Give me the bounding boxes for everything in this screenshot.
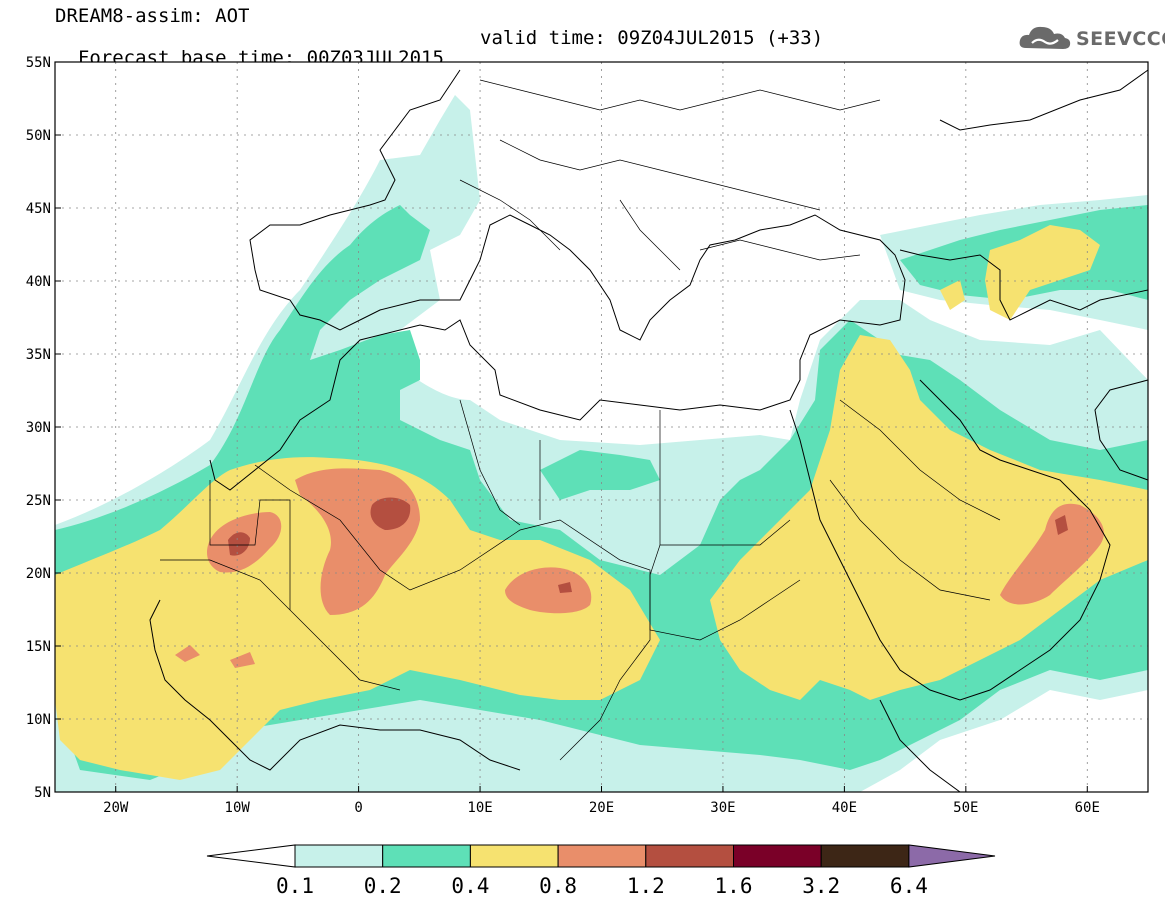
colorbar-arrow-high bbox=[908, 844, 996, 868]
logo-text: SEEVCCC bbox=[1076, 28, 1165, 50]
colorbar-swatch bbox=[469, 844, 559, 868]
colorbar-threshold-label: 0.8 bbox=[539, 874, 578, 898]
lat-tick-label: 5N bbox=[34, 785, 51, 801]
coastlines bbox=[149, 69, 1148, 792]
colorbar-threshold-label: 1.2 bbox=[626, 874, 665, 898]
colorbar-swatch bbox=[645, 844, 734, 868]
lon-tick-label: 40E bbox=[832, 800, 857, 816]
lat-tick-label: 10N bbox=[26, 712, 51, 728]
colorbar-threshold-label: 0.1 bbox=[276, 874, 314, 898]
lon-tick-label: 60E bbox=[1075, 800, 1100, 816]
colorbar-swatch bbox=[820, 844, 910, 868]
colorbar-swatch bbox=[557, 844, 647, 868]
graticule bbox=[55, 62, 1148, 792]
colorbar-threshold-label: 0.2 bbox=[363, 874, 402, 898]
aot-band-1.2-chad bbox=[558, 582, 572, 593]
aot-band-0.4-gulf bbox=[940, 280, 965, 310]
seevccc-logo: SEEVCCC bbox=[1018, 22, 1165, 54]
colorbar-swatch bbox=[294, 844, 384, 868]
aot-band-1.2-mauritania bbox=[228, 532, 250, 556]
axis-ticks: 55N 50N 45N 40N 35N 30N 25N 20N 15N 10N 5N 20W 10W 0 1… bbox=[26, 55, 1100, 816]
colorbar-threshold-label: 0.4 bbox=[451, 874, 490, 898]
aot-band-1.2 bbox=[370, 497, 411, 530]
colorbar-swatch bbox=[382, 844, 471, 868]
colorbar-threshold-label: 1.6 bbox=[714, 874, 753, 898]
lat-tick-label: 30N bbox=[26, 420, 51, 436]
aot-band-1.2-oman bbox=[1055, 515, 1068, 535]
lat-tick-label: 45N bbox=[26, 201, 51, 217]
lon-tick-label: 20E bbox=[589, 800, 614, 816]
lon-tick-label: 10W bbox=[225, 800, 251, 816]
lon-tick-label: 50E bbox=[953, 800, 978, 816]
colorbar-threshold-label: 6.4 bbox=[889, 874, 928, 898]
lat-tick-label: 50N bbox=[26, 128, 51, 144]
aot-band-0.4-caspian bbox=[985, 225, 1100, 320]
aot-band-0.8-oman bbox=[1000, 503, 1104, 605]
aot-field bbox=[55, 95, 1148, 792]
colorbar bbox=[206, 844, 996, 868]
country-borders bbox=[160, 79, 1001, 761]
lat-tick-label: 25N bbox=[26, 493, 51, 509]
aot-band-0.2-libya bbox=[540, 450, 660, 500]
lat-tick-label: 15N bbox=[26, 639, 51, 655]
lon-tick-label: 10E bbox=[467, 800, 492, 816]
lat-tick-label: 55N bbox=[26, 55, 51, 71]
aot-band-0.8-chad bbox=[505, 567, 592, 614]
lat-tick-label: 35N bbox=[26, 347, 51, 363]
lat-tick-label: 40N bbox=[26, 274, 51, 290]
aot-band-0.8-sahel bbox=[175, 645, 255, 668]
chart-title: DREAM8-assim: AOT bbox=[55, 5, 250, 27]
lon-tick-label: 0 bbox=[354, 800, 362, 816]
lat-tick-label: 20N bbox=[26, 566, 51, 582]
colorbar-arrow-low bbox=[206, 844, 296, 868]
colorbar-threshold-label: 3.2 bbox=[802, 874, 841, 898]
cloud-icon bbox=[1019, 26, 1071, 49]
lon-tick-label: 30E bbox=[710, 800, 735, 816]
aot-band-0.4-east bbox=[710, 335, 1148, 700]
colorbar-swatch bbox=[733, 844, 822, 868]
aot-band-0.4 bbox=[55, 457, 660, 780]
lon-tick-label: 20W bbox=[103, 800, 129, 816]
valid-time-label: valid time: 09Z04JUL2015 (+33) bbox=[480, 27, 824, 49]
